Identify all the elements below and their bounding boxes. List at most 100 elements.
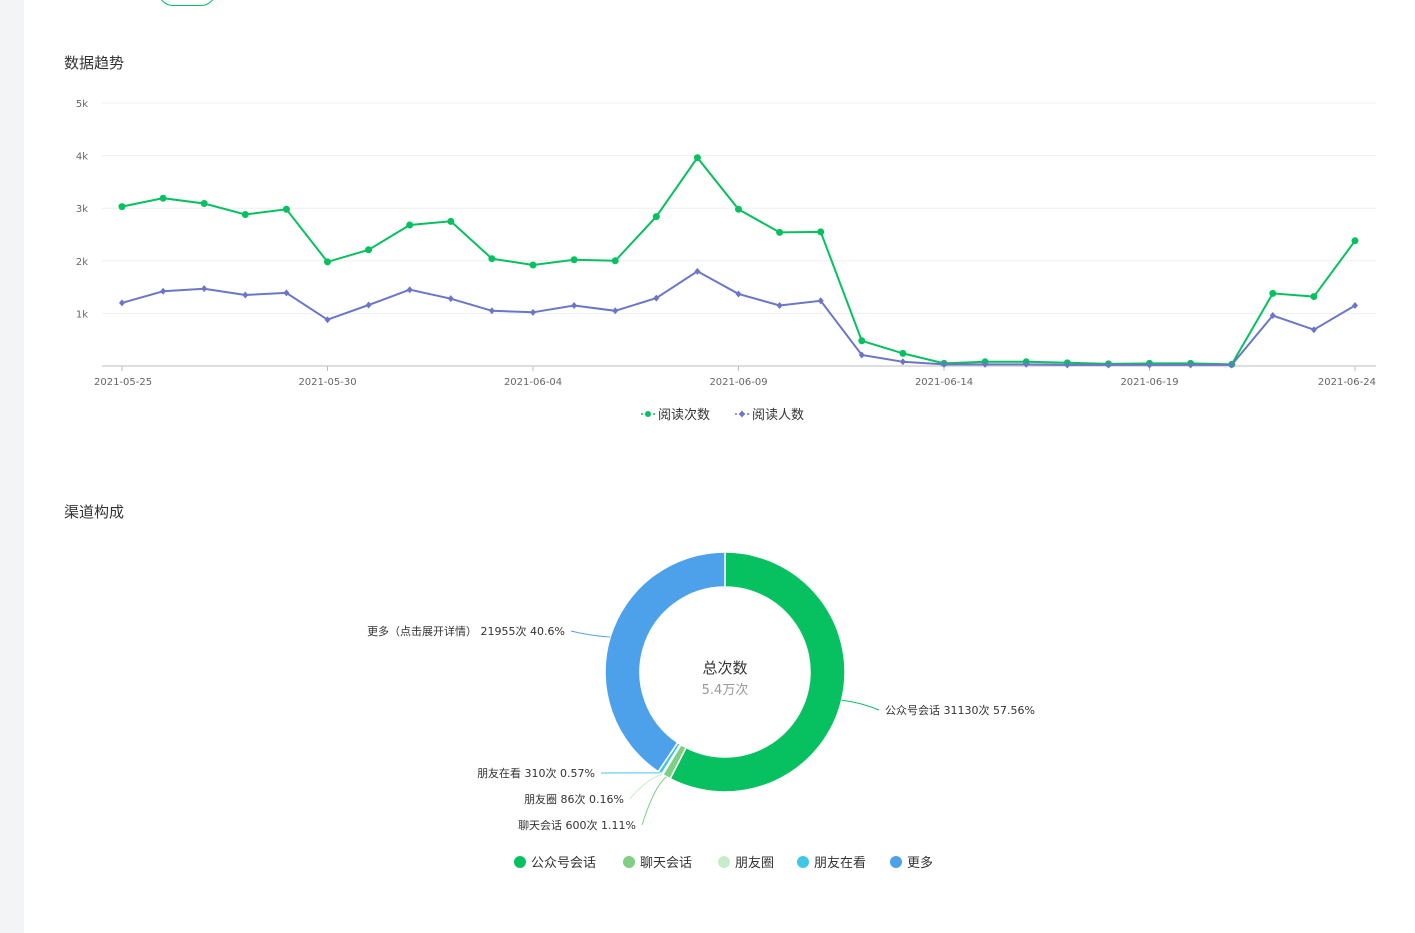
legend-item-read-count[interactable]: 阅读次数 [641,407,710,423]
donut-legend-item[interactable]: 朋友在看 [797,855,866,871]
data-point[interactable] [1146,361,1153,369]
trend-line-chart: 1k 2k 3k 4k 5k 2021-05-25 2021-05-30 2021-06-0… [76,99,1376,423]
data-point[interactable] [1351,237,1359,245]
data-point[interactable] [570,256,578,264]
data-point[interactable] [283,289,290,297]
data-point[interactable] [242,291,249,299]
data-point[interactable] [858,351,865,359]
data-point[interactable] [241,211,249,219]
data-point[interactable] [365,246,373,254]
data-point[interactable] [488,307,495,315]
data-point[interactable] [282,205,290,213]
data-point[interactable] [406,286,413,294]
data-point[interactable] [1352,302,1358,310]
data-point[interactable] [1269,312,1276,320]
data-point[interactable] [530,308,536,316]
slice-label: 朋友圈 86次 0.16% [524,792,624,806]
data-point[interactable] [447,217,455,225]
data-point[interactable] [817,297,824,305]
data-point[interactable] [653,294,660,302]
x-tick-label: 2021-06-24 [1318,377,1376,388]
x-tick-label: 2021-06-09 [709,377,767,388]
channel-donut-chart: 公众号会话 31130次 57.56% 聊天会话 600次 1.11% 朋友圈 86… [367,551,1035,871]
data-point[interactable] [118,203,126,211]
data-point[interactable] [365,301,372,309]
data-point[interactable] [159,194,167,202]
data-point[interactable] [694,267,701,275]
legend-label: 更多 [907,855,933,871]
data-point[interactable] [899,358,906,366]
legend-dot-icon [890,856,902,868]
line-chart-x-ticks: 2021-05-25 2021-05-30 2021-06-04 2021-06-09… [94,366,1376,388]
data-point[interactable] [611,257,619,265]
x-tick-label: 2021-06-19 [1120,377,1178,388]
data-point[interactable] [735,290,742,298]
y-tick-label: 1k [76,309,88,320]
label-leader-line [629,773,663,800]
channel-section-title: 渠道构成 [64,503,125,521]
data-point[interactable] [1187,361,1194,369]
data-point[interactable] [324,316,331,324]
data-point[interactable] [200,199,208,207]
data-point[interactable] [1228,361,1235,369]
data-point[interactable] [1269,289,1277,297]
legend-label: 阅读次数 [658,407,710,423]
data-point[interactable] [817,228,825,236]
data-point[interactable] [571,302,578,310]
slice-label: 更多（点击展开详情） 21955次 40.6% [367,624,565,638]
data-point[interactable] [119,299,125,307]
data-point[interactable] [982,360,989,368]
donut-legend-item[interactable]: 更多 [890,855,933,871]
donut-legend-item[interactable]: 聊天会话 [623,856,692,871]
legend-item-reader-count[interactable]: 阅读人数 [735,408,804,423]
x-tick-label: 2021-05-25 [94,377,152,388]
donut-legend-item[interactable]: 公众号会话 [514,856,596,871]
legend-marker-icon [645,411,651,417]
data-point[interactable] [1310,293,1318,301]
data-point[interactable] [1023,360,1030,368]
slice-label: 聊天会话 600次 1.11% [518,818,636,832]
donut-slices[interactable] [604,551,846,793]
data-point[interactable] [1064,361,1071,369]
data-point[interactable] [406,221,414,229]
legend-label: 阅读人数 [752,408,804,423]
y-tick-label: 3k [76,204,88,215]
slice-label: 公众号会话 31130次 57.56% [885,703,1035,717]
data-point[interactable] [612,307,619,315]
data-point[interactable] [776,228,784,236]
donut-center-value: 5.4万次 [702,682,749,698]
label-leader-line [841,699,880,711]
data-point[interactable] [447,295,454,303]
data-point[interactable] [776,302,783,310]
donut-slice-labels: 公众号会话 31130次 57.56% 聊天会话 600次 1.11% 朋友圈 86… [367,624,1035,832]
y-tick-label: 5k [76,99,88,110]
legend-label: 聊天会话 [640,856,692,871]
line-chart-legend[interactable]: 阅读次数 阅读人数 [641,407,804,423]
legend-label: 公众号会话 [531,856,596,871]
x-tick-label: 2021-05-30 [298,377,356,388]
left-sidebar-strip [0,0,24,933]
data-point[interactable] [529,261,537,269]
data-point[interactable] [858,337,866,345]
donut-legend[interactable]: 公众号会话 聊天会话 朋友圈 朋友在看 更多 [514,855,933,871]
donut-center-title: 总次数 [702,659,747,677]
donut-slice[interactable] [604,551,726,773]
data-point[interactable] [160,287,167,295]
data-point[interactable] [488,255,496,263]
data-point[interactable] [1310,326,1317,334]
label-leader-line [570,630,611,638]
data-point[interactable] [324,258,331,266]
data-point[interactable] [941,360,947,368]
data-point[interactable] [201,285,208,293]
slice-label: 朋友在看 310次 0.57% [477,766,595,780]
data-point[interactable] [693,154,701,162]
data-point[interactable] [1105,361,1112,369]
x-tick-label: 2021-06-04 [504,377,562,388]
data-point[interactable] [735,205,742,213]
label-leader-line [641,776,667,826]
data-point[interactable] [899,349,907,357]
donut-legend-item[interactable]: 朋友圈 [718,855,774,871]
donut-slice[interactable] [669,551,846,793]
y-tick-label: 4k [76,152,88,163]
data-point[interactable] [652,213,660,221]
